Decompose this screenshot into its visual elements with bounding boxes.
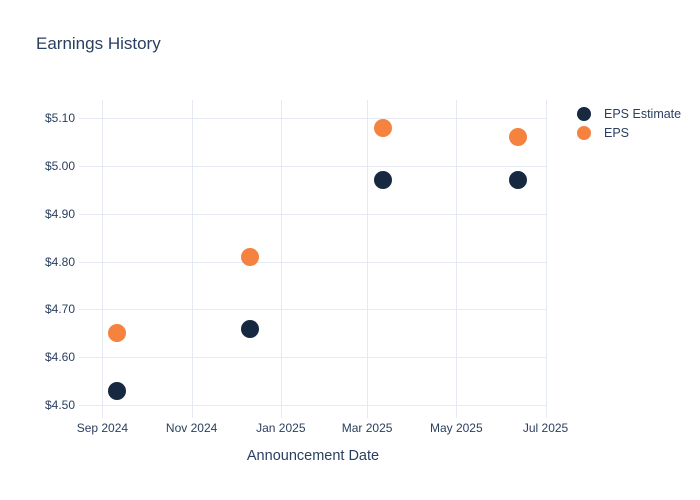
x-gridline — [280, 100, 282, 418]
y-gridline — [79, 357, 547, 359]
y-gridline — [79, 213, 547, 215]
x-axis-title: Announcement Date — [246, 448, 380, 464]
y-tick-label: $4.80 — [44, 254, 75, 269]
legend-item-eps[interactable]: EPS — [577, 123, 681, 142]
y-tick-label: $5.10 — [44, 111, 75, 126]
data-point-eps-estimate[interactable] — [508, 171, 527, 190]
x-tick-label: Mar 2025 — [341, 421, 393, 435]
legend-marker-icon — [577, 125, 591, 140]
x-gridline — [102, 100, 104, 418]
data-point-eps[interactable] — [508, 128, 527, 147]
y-tick-label: $4.50 — [44, 398, 75, 413]
y-tick-label: $4.60 — [44, 350, 75, 365]
chart-title: Earnings History — [36, 34, 161, 53]
legend-marker-icon — [577, 106, 591, 121]
plot-area — [79, 100, 547, 418]
legend-label: EPS — [604, 125, 630, 140]
legend: EPS Estimate EPS — [577, 104, 681, 142]
data-point-eps[interactable] — [374, 118, 393, 137]
y-tick-label: $5.00 — [44, 158, 75, 173]
legend-item-eps-estimate[interactable]: EPS Estimate — [577, 104, 681, 123]
x-gridline — [545, 100, 547, 418]
x-gridline — [456, 100, 458, 418]
x-tick-label: Jul 2025 — [522, 421, 569, 435]
x-gridline — [367, 100, 369, 418]
legend-label: EPS Estimate — [604, 106, 682, 121]
y-gridline — [79, 309, 547, 311]
y-gridline — [79, 118, 547, 120]
data-point-eps-estimate[interactable] — [374, 171, 393, 190]
x-tick-label: Sep 2024 — [76, 421, 129, 435]
y-gridline — [79, 405, 547, 407]
data-point-eps[interactable] — [241, 247, 260, 266]
y-gridline — [79, 165, 547, 167]
data-point-eps-estimate[interactable] — [108, 381, 127, 400]
y-tick-label: $4.70 — [44, 302, 75, 317]
data-point-eps-estimate[interactable] — [241, 319, 260, 338]
x-tick-label: Nov 2024 — [165, 421, 218, 435]
y-gridline — [79, 261, 547, 263]
x-gridline — [191, 100, 193, 418]
x-tick-label: Jan 2025 — [256, 421, 306, 435]
x-tick-label: May 2025 — [429, 421, 483, 435]
y-tick-label: $4.90 — [44, 206, 75, 221]
data-point-eps[interactable] — [108, 324, 127, 343]
